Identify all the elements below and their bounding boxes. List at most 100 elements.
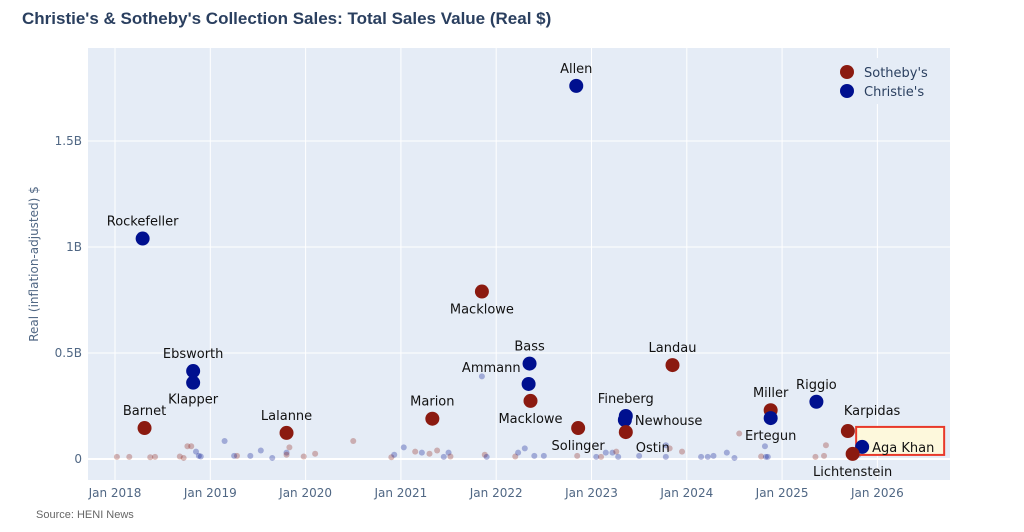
major-sale-point	[840, 424, 855, 439]
minor-sale-point	[350, 437, 357, 444]
x-tick-label: Jan 2019	[183, 486, 237, 500]
minor-sale-point	[152, 453, 159, 460]
x-tick-label: Jan 2025	[755, 486, 809, 500]
x-tick-label: Jan 2022	[469, 486, 523, 500]
minor-sale-point	[762, 453, 769, 460]
minor-sale-point	[593, 453, 600, 460]
point-label: Landau	[649, 341, 697, 356]
point-label: Aga Khan	[872, 441, 934, 456]
minor-sale-point	[662, 442, 669, 449]
minor-sale-point	[126, 453, 133, 460]
minor-sale-point	[704, 453, 711, 460]
minor-sale-point	[113, 453, 120, 460]
plot-background	[88, 48, 950, 480]
major-sale-point	[135, 231, 150, 246]
minor-sale-point	[231, 452, 238, 459]
point-label: Ostin	[636, 441, 670, 456]
minor-sale-point	[758, 453, 765, 460]
major-sale-point	[809, 394, 824, 409]
minor-sale-point	[257, 447, 264, 454]
y-tick-label: 0	[74, 452, 82, 466]
point-label: Newhouse	[635, 414, 703, 429]
minor-sale-point	[481, 451, 488, 458]
minor-sale-point	[679, 448, 686, 455]
minor-sale-point	[812, 453, 819, 460]
major-sale-point	[569, 78, 584, 93]
minor-sale-point	[609, 449, 616, 456]
point-label: Fineberg	[598, 392, 654, 407]
minor-sale-point	[440, 453, 447, 460]
major-sale-point	[474, 284, 489, 299]
major-sale-point	[523, 393, 538, 408]
minor-sale-point	[391, 451, 398, 458]
minor-sale-point	[388, 454, 395, 461]
major-sale-point	[571, 421, 586, 436]
minor-sale-point	[615, 453, 622, 460]
minor-sale-point	[147, 454, 154, 461]
minor-sale-point	[602, 449, 609, 456]
chart-title: Christie's & Sotheby's Collection Sales:…	[22, 9, 552, 28]
major-sale-point	[186, 375, 201, 390]
point-label: Macklowe	[498, 412, 562, 427]
minor-sale-point	[221, 437, 228, 444]
minor-sale-point	[662, 453, 669, 460]
minor-sale-point	[447, 453, 454, 460]
point-label: Rockefeller	[107, 215, 179, 230]
point-label: Lichtenstein	[813, 465, 892, 480]
point-label: Bass	[514, 340, 545, 355]
y-tick-label: 0.5B	[55, 346, 82, 360]
minor-sale-point	[247, 452, 254, 459]
point-label: Miller	[753, 386, 789, 401]
minor-sale-point	[574, 452, 581, 459]
point-label: Ammann	[462, 361, 521, 376]
major-sale-point	[617, 412, 632, 427]
minor-sale-point	[312, 450, 319, 457]
minor-sale-point	[300, 453, 307, 460]
point-label: Macklowe	[450, 303, 514, 318]
point-label: Karpidas	[844, 404, 901, 419]
minor-sale-point	[822, 442, 829, 449]
minor-sale-point	[512, 453, 519, 460]
point-label: Riggio	[796, 378, 837, 393]
point-label: Solinger	[552, 439, 606, 454]
point-label: Klapper	[168, 393, 219, 408]
legend-marker	[840, 65, 854, 79]
legend-label: Christie's	[864, 85, 924, 100]
y-tick-label: 1B	[66, 240, 82, 254]
highlight-box	[855, 425, 946, 456]
minor-sale-point	[736, 430, 743, 437]
minor-sale-point	[412, 448, 419, 455]
minor-sale-point	[286, 444, 293, 451]
major-sale-point	[763, 411, 778, 426]
minor-sale-point	[193, 448, 200, 455]
minor-sale-point	[445, 449, 452, 456]
minor-sale-point	[761, 443, 768, 450]
minor-sale-point	[400, 444, 407, 451]
legend-marker	[840, 84, 854, 98]
minor-sale-point	[521, 445, 528, 452]
point-label: Ebsworth	[163, 347, 224, 362]
minor-sale-point	[197, 453, 204, 460]
minor-sale-point	[483, 453, 490, 460]
minor-sale-point	[184, 443, 191, 450]
major-sale-point	[618, 425, 633, 440]
y-axis-title: Real (inflation-adjusted) $	[27, 186, 41, 342]
minor-sale-point	[269, 454, 276, 461]
minor-sale-point	[731, 454, 738, 461]
major-sale-point	[665, 358, 680, 373]
major-sale-point	[186, 364, 201, 379]
x-tick-label: Jan 2024	[659, 486, 713, 500]
minor-sale-point	[283, 449, 290, 456]
source-note: Source: HENI News	[36, 509, 134, 521]
minor-sale-point	[188, 443, 195, 450]
major-sale-point	[521, 376, 536, 391]
minor-sale-point	[598, 453, 605, 460]
minor-sale-point	[283, 451, 290, 458]
minor-sale-point	[478, 373, 485, 380]
major-sale-point	[137, 421, 152, 436]
point-label: Allen	[560, 62, 592, 77]
x-tick-label: Jan 2023	[564, 486, 618, 500]
major-sale-point	[522, 356, 537, 371]
